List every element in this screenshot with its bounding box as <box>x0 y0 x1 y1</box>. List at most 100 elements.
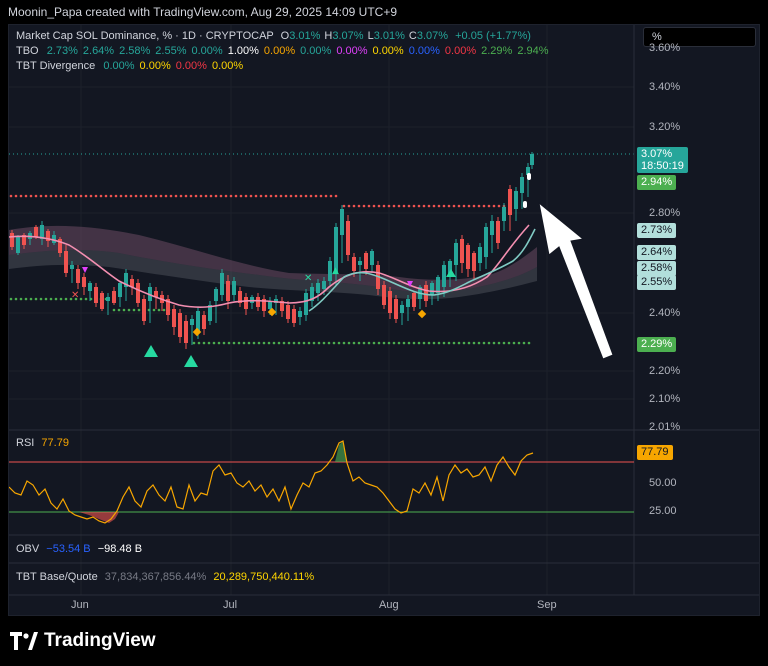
level-dot <box>152 308 156 312</box>
ohlc-value: 3.07% <box>332 30 364 42</box>
level-dot <box>149 194 153 198</box>
resistance-dots <box>9 194 506 208</box>
level-dot <box>432 204 436 208</box>
level-dot <box>352 341 356 345</box>
white-marker <box>523 201 527 208</box>
legend-value: 0.00% <box>191 45 223 57</box>
level-dot <box>527 341 531 345</box>
level-dot <box>442 341 446 345</box>
time-label-jul: Jul <box>223 599 238 611</box>
candle-body <box>364 253 368 269</box>
level-dot <box>39 194 43 198</box>
level-dot <box>89 194 93 198</box>
level-dot <box>417 341 421 345</box>
candle-body <box>16 237 20 253</box>
candle-body <box>220 273 224 295</box>
level-dot <box>447 204 451 208</box>
legend-value: 0.00% <box>175 60 207 72</box>
level-dot <box>9 194 13 198</box>
level-dot <box>407 204 411 208</box>
legend-symbol-line: Market Cap SOL Dominance, % · 1D · CRYPT… <box>16 30 531 42</box>
level-dot <box>154 194 158 198</box>
candle-body <box>328 261 332 281</box>
ohlc-value: 3.07% <box>416 30 449 42</box>
level-dot <box>472 204 476 208</box>
candle-body <box>466 245 470 269</box>
rsi-value-legend: 77.79 <box>41 437 69 449</box>
divergence-label: TBT Divergence <box>16 60 96 72</box>
level-dot <box>362 341 366 345</box>
level-dot <box>284 194 288 198</box>
candle-body <box>214 289 218 301</box>
level-dot <box>397 204 401 208</box>
brand-name: TradingView <box>44 630 156 651</box>
indicator-price-tag: 2.94% <box>637 175 677 190</box>
level-dot <box>492 204 496 208</box>
diamond-marker <box>417 309 427 319</box>
level-dot <box>49 194 53 198</box>
ohlc-key: O <box>280 30 290 42</box>
candle-body <box>52 235 56 243</box>
level-dot <box>212 341 216 345</box>
level-dot <box>64 297 68 301</box>
candle-body <box>406 299 410 307</box>
candle-body <box>40 225 44 239</box>
price-gridlines <box>9 86 634 400</box>
candle-body <box>346 221 350 255</box>
level-dot <box>267 341 271 345</box>
level-dot <box>367 341 371 345</box>
level-dot <box>234 194 238 198</box>
level-dot <box>467 204 471 208</box>
level-dot <box>432 341 436 345</box>
level-dot <box>462 204 466 208</box>
price-axis-label: 2.40% <box>649 307 681 319</box>
last-price-tag: 3.07% 18:50:19 <box>637 147 688 173</box>
level-dot <box>137 308 141 312</box>
level-dot <box>487 204 491 208</box>
candle-body <box>436 277 440 293</box>
level-dot <box>407 341 411 345</box>
level-dot <box>104 194 108 198</box>
level-dot <box>282 341 286 345</box>
vertical-gridlines <box>80 25 548 595</box>
tradingview-logo[interactable]: TradingView <box>10 630 156 652</box>
level-dot <box>29 194 33 198</box>
level-dot <box>24 297 28 301</box>
level-dot <box>44 297 48 301</box>
level-dot <box>447 341 451 345</box>
level-dot <box>54 194 58 198</box>
level-dot <box>79 297 83 301</box>
symbol-title: Market Cap SOL Dominance, % · 1D · CRYPT… <box>16 30 274 42</box>
level-dot <box>229 194 233 198</box>
level-dot <box>84 194 88 198</box>
level-dot <box>59 194 63 198</box>
candle-body <box>226 281 230 301</box>
level-dot <box>372 204 376 208</box>
candle-body <box>454 243 458 265</box>
level-dot <box>19 297 23 301</box>
level-dot <box>297 341 301 345</box>
chart-frame[interactable]: ✕ ✕ ▲ Market Cap SOL Dominance, % · 1D ·… <box>8 24 760 616</box>
indicator-price-tag: 2.73% <box>637 223 677 238</box>
ohlc-value: 3.01% <box>289 30 321 42</box>
level-dot <box>387 204 391 208</box>
candle-body <box>238 291 242 303</box>
candles <box>10 152 534 349</box>
level-dot <box>219 194 223 198</box>
level-dot <box>517 341 521 345</box>
level-dot <box>417 204 421 208</box>
cross-marker: ▲ <box>332 266 339 276</box>
level-dot <box>402 204 406 208</box>
level-dot <box>352 204 356 208</box>
scale-mode-button[interactable]: % <box>643 27 756 47</box>
level-dot <box>272 341 276 345</box>
candle-body <box>514 191 518 209</box>
candle-body <box>472 253 476 271</box>
chart-canvas[interactable]: ✕ ✕ ▲ <box>9 25 760 616</box>
candle-body <box>316 283 320 293</box>
level-dot <box>427 341 431 345</box>
level-dot <box>174 194 178 198</box>
level-dot <box>59 297 63 301</box>
candle-body <box>370 251 374 265</box>
candle-body <box>136 283 140 303</box>
